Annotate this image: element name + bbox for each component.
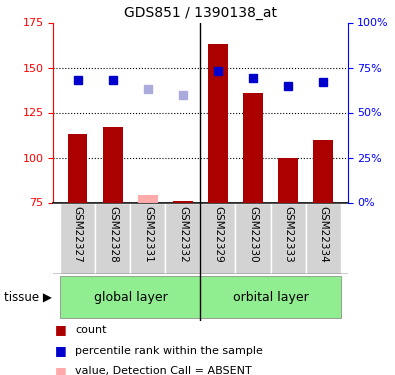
Text: GSM22332: GSM22332 [178,206,188,263]
Bar [60,276,200,318]
Bar [208,44,228,203]
Bar [103,127,122,202]
Text: ■: ■ [55,324,67,336]
Bar [200,276,340,318]
Text: tissue ▶: tissue ▶ [4,291,52,304]
Text: GSM22328: GSM22328 [108,206,118,263]
Title: GDS851 / 1390138_at: GDS851 / 1390138_at [124,6,277,20]
Text: ■: ■ [55,365,67,375]
Text: GSM22330: GSM22330 [248,206,258,262]
Bar [235,202,271,274]
Bar [173,201,193,202]
Text: percentile rank within the sample: percentile rank within the sample [75,346,263,355]
Bar [166,202,201,274]
Text: ■: ■ [55,344,67,357]
Bar [243,93,263,202]
Text: GSM22331: GSM22331 [143,206,153,263]
Bar [278,158,298,203]
Text: value, Detection Call = ABSENT: value, Detection Call = ABSENT [75,366,252,375]
Bar [314,140,333,202]
Text: global layer: global layer [94,291,167,304]
Text: GSM22334: GSM22334 [318,206,328,263]
Bar [306,202,340,274]
Bar [68,134,87,202]
Text: orbital layer: orbital layer [233,291,308,304]
Bar [60,202,95,274]
Text: GSM22329: GSM22329 [213,206,223,263]
Bar [271,202,306,274]
Text: GSM22327: GSM22327 [73,206,83,263]
Bar [138,195,158,202]
Bar [200,202,235,274]
Text: count: count [75,325,107,335]
Bar [130,202,166,274]
Text: GSM22333: GSM22333 [283,206,293,263]
Bar [95,202,130,274]
